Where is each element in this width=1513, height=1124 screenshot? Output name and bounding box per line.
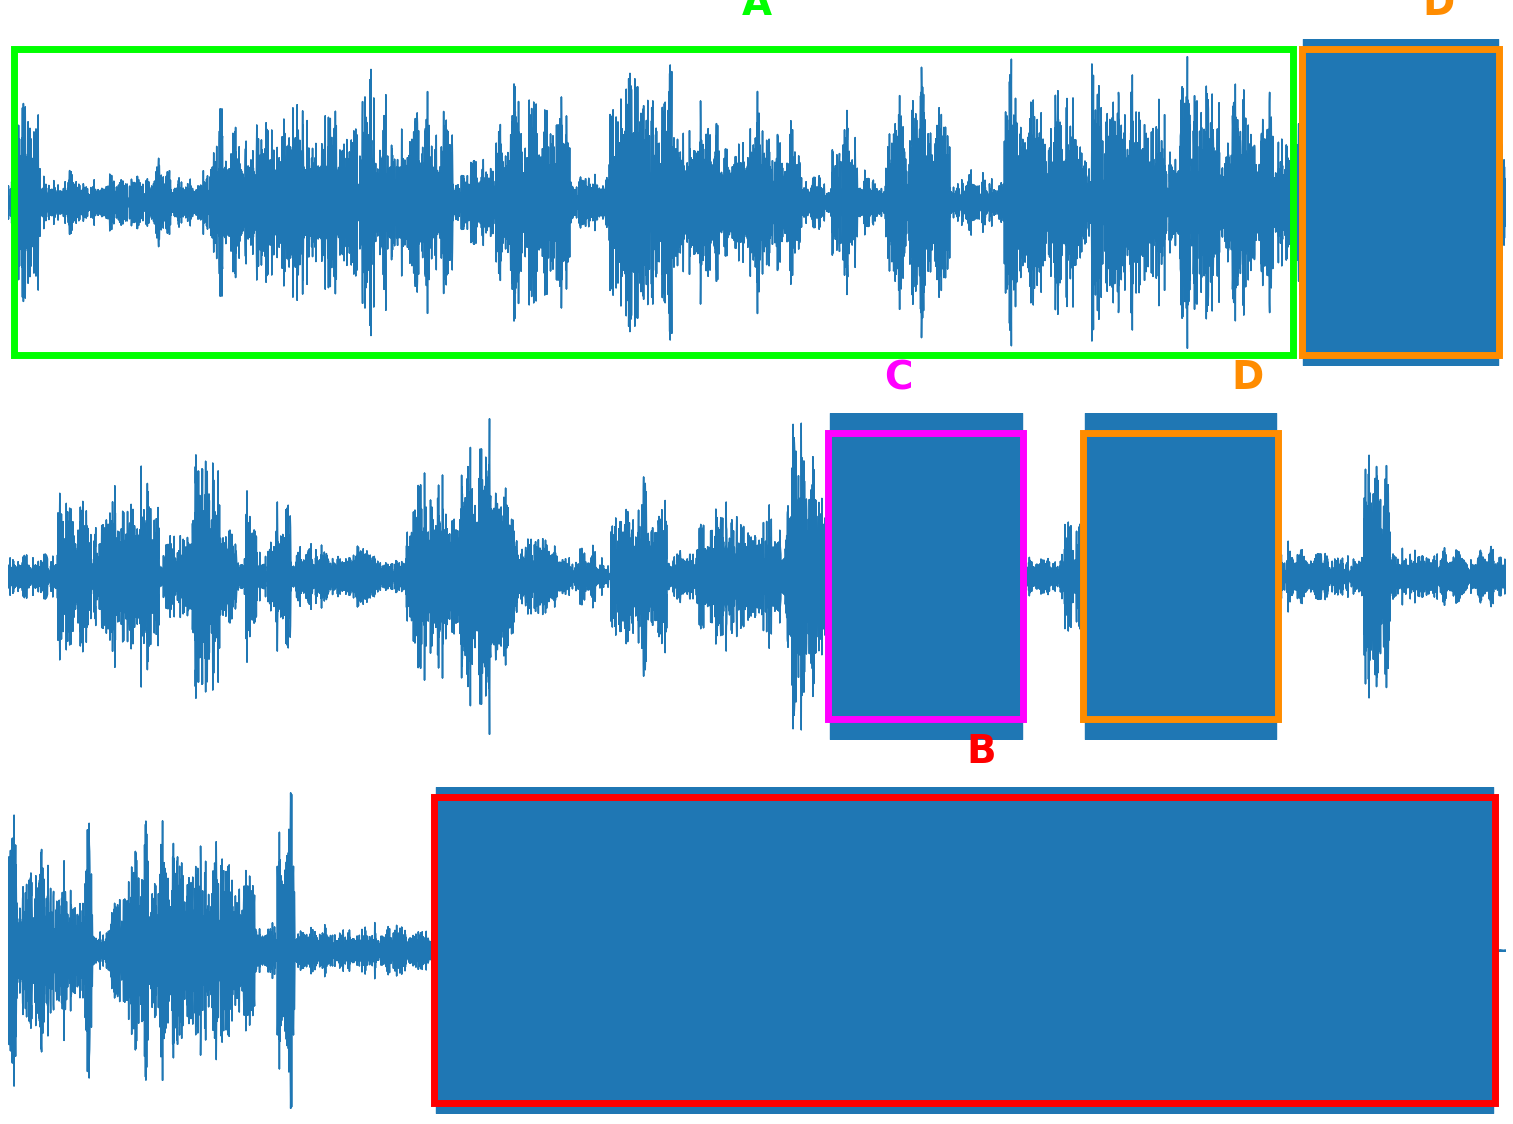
Bar xyxy=(1301,49,1499,355)
Text: D: D xyxy=(1232,360,1263,397)
Text: C: C xyxy=(885,360,912,397)
Text: D: D xyxy=(1422,0,1454,24)
Bar xyxy=(1083,433,1278,719)
Text: B: B xyxy=(967,733,996,771)
Text: A: A xyxy=(741,0,772,24)
Bar xyxy=(829,433,1023,719)
Bar xyxy=(434,797,1495,1103)
Bar xyxy=(14,49,1292,355)
